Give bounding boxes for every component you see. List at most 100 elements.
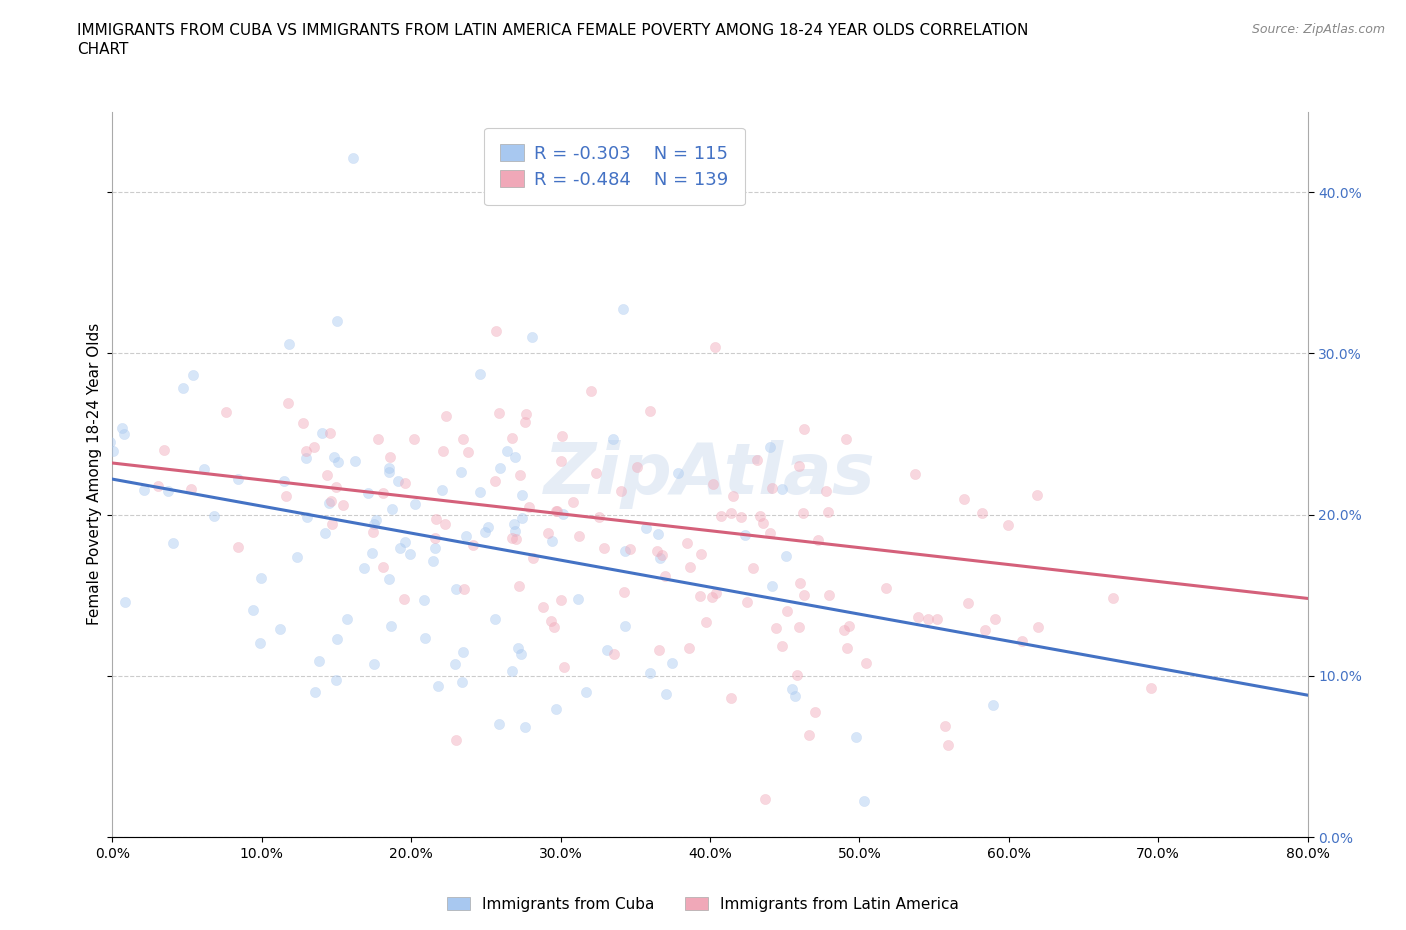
- Point: [585, 466, 607, 481]
- Point: [443, 657, 465, 671]
- Point: [700, 590, 723, 604]
- Point: [242, 603, 264, 618]
- Point: [550, 454, 572, 469]
- Point: [845, 730, 868, 745]
- Point: [551, 429, 574, 444]
- Point: [380, 618, 402, 633]
- Point: [112, 427, 135, 442]
- Point: [603, 646, 626, 661]
- Point: [721, 488, 744, 503]
- Point: [610, 484, 633, 498]
- Point: [453, 581, 475, 596]
- Point: [502, 516, 524, 531]
- Y-axis label: Female Poverty Among 18-24 Year Olds: Female Poverty Among 18-24 Year Olds: [87, 324, 103, 626]
- Point: [425, 512, 447, 526]
- Point: [249, 636, 271, 651]
- Point: [703, 340, 725, 355]
- Point: [614, 544, 637, 559]
- Point: [689, 588, 711, 603]
- Point: [484, 612, 506, 627]
- Point: [761, 481, 783, 496]
- Point: [387, 473, 409, 488]
- Point: [509, 468, 531, 483]
- Text: CHART: CHART: [77, 42, 129, 57]
- Point: [575, 684, 598, 699]
- Point: [388, 540, 411, 555]
- Point: [595, 643, 617, 658]
- Text: IMMIGRANTS FROM CUBA VS IMMIGRANTS FROM LATIN AMERICA FEMALE POVERTY AMONG 18-24: IMMIGRANTS FROM CUBA VS IMMIGRANTS FROM …: [77, 23, 1029, 38]
- Point: [450, 675, 472, 690]
- Point: [322, 449, 344, 464]
- Point: [413, 592, 436, 607]
- Point: [422, 553, 444, 568]
- Point: [679, 560, 702, 575]
- Point: [789, 576, 811, 591]
- Legend: Immigrants from Cuba, Immigrants from Latin America: Immigrants from Cuba, Immigrants from La…: [441, 890, 965, 918]
- Point: [202, 509, 225, 524]
- Point: [364, 512, 387, 527]
- Point: [332, 498, 354, 512]
- Point: [749, 509, 772, 524]
- Point: [579, 383, 602, 398]
- Point: [277, 395, 299, 410]
- Point: [787, 619, 810, 634]
- Point: [973, 622, 995, 637]
- Point: [807, 532, 830, 547]
- Point: [432, 443, 454, 458]
- Point: [984, 612, 1007, 627]
- Point: [457, 445, 479, 459]
- Point: [508, 641, 530, 656]
- Point: [737, 594, 759, 609]
- Point: [501, 431, 523, 445]
- Point: [501, 530, 523, 545]
- Point: [0, 553, 13, 568]
- Point: [651, 548, 673, 563]
- Point: [413, 631, 436, 645]
- Point: [508, 578, 530, 593]
- Point: [444, 733, 467, 748]
- Point: [510, 511, 533, 525]
- Point: [373, 560, 395, 575]
- Point: [501, 663, 523, 678]
- Point: [363, 657, 385, 671]
- Point: [793, 421, 815, 436]
- Point: [373, 485, 395, 500]
- Point: [273, 474, 295, 489]
- Point: [775, 549, 797, 564]
- Point: [314, 525, 336, 540]
- Point: [360, 545, 382, 560]
- Point: [817, 505, 839, 520]
- Point: [399, 547, 422, 562]
- Point: [546, 503, 568, 518]
- Point: [291, 416, 314, 431]
- Point: [496, 444, 519, 458]
- Point: [427, 679, 450, 694]
- Point: [655, 686, 678, 701]
- Point: [470, 485, 492, 499]
- Point: [741, 560, 763, 575]
- Point: [488, 460, 510, 475]
- Point: [695, 615, 717, 630]
- Point: [702, 477, 724, 492]
- Point: [250, 570, 273, 585]
- Point: [970, 506, 993, 521]
- Point: [780, 682, 803, 697]
- Point: [758, 439, 780, 454]
- Point: [326, 454, 349, 469]
- Point: [745, 453, 768, 468]
- Point: [226, 539, 249, 554]
- Point: [835, 640, 858, 655]
- Point: [343, 453, 366, 468]
- Point: [433, 516, 456, 531]
- Point: [510, 647, 533, 662]
- Point: [689, 547, 711, 562]
- Point: [907, 609, 929, 624]
- Point: [342, 151, 364, 166]
- Point: [799, 727, 821, 742]
- Point: [274, 489, 297, 504]
- Point: [357, 485, 380, 500]
- Point: [44, 543, 66, 558]
- Point: [404, 497, 426, 512]
- Point: [181, 367, 204, 382]
- Point: [1011, 634, 1033, 649]
